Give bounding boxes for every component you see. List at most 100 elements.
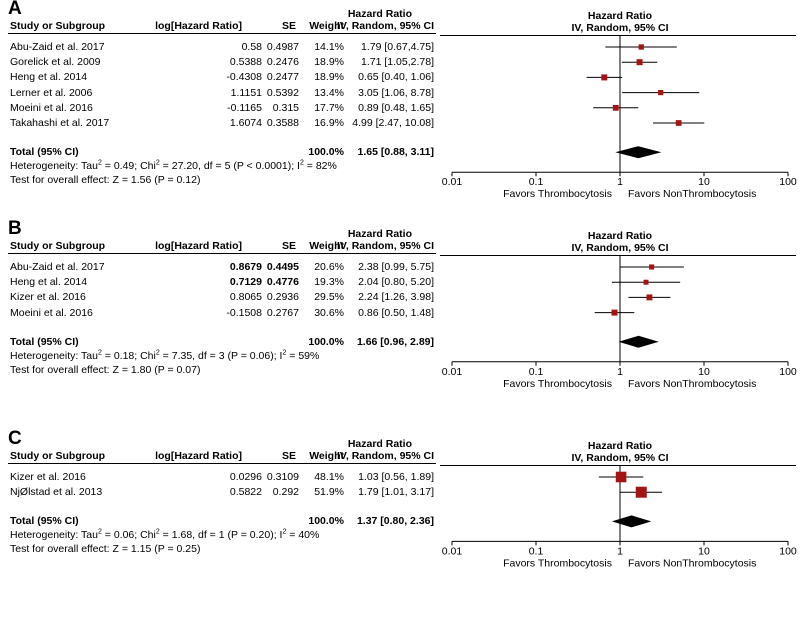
plot-header-line1: Hazard Ratio [587,10,653,22]
study-header: Study or Subgroup [10,240,106,252]
axis-tick-label: 10 [698,545,710,557]
effect-square [658,89,664,96]
study-ci: 1.03 [0.56, 1.89] [358,471,434,483]
axis-tick-label: 0.1 [529,176,544,188]
total-weight: 100.0% [308,515,344,528]
heterogeneity-part: = 82% [303,160,337,173]
total-label: Total (95% CI) [10,515,79,528]
study-loghr: 0.5388 [229,56,262,69]
study-ci: 2.04 [0.80, 5.20] [358,276,434,289]
effect-square [635,486,647,498]
study-name: Kizer et al. 2016 [10,291,86,304]
forest-svg: 0.01 0.1 1 10 100 Favors Thrombocytosis Favors… [442,256,797,390]
study-weight: 29.5% [314,291,344,304]
study-weight: 18.9% [314,71,344,84]
forest-svg: 0.01 0.1 1 10 100 Favors Thrombocytosis Favors… [442,36,797,200]
study-se: 0.4987 [266,41,299,53]
panel-letter: C [8,428,22,449]
overall-effect-text: Test for overall effect: Z = 1.80 (P = 0… [10,363,201,376]
axis-tick-label: 1 [617,176,623,188]
heterogeneity-text: Heterogeneity: Tau2 = 0.18; Chi2 = 7.35,… [10,349,320,362]
hr-header-line2: IV, Random, 95% CI [336,20,434,32]
superscript: 2 [155,349,160,357]
plot-header-line2: IV, Random, 95% CI [571,242,669,254]
superscript: 2 [282,528,287,536]
heterogeneity-part: = 0.06; Chi [101,529,156,542]
study-name: Abu-Zaid et al. 2017 [10,41,105,53]
axis-tick-label: 0.1 [529,366,544,378]
effect-square [636,59,643,66]
favors-left-label: Favors Thrombocytosis [503,188,612,200]
heterogeneity-part: = 0.49; Chi [101,160,156,173]
study-se: 0.2477 [266,71,299,84]
superscript: 2 [97,349,102,357]
study-ci: 0.65 [0.40, 1.06] [358,71,434,84]
study-weight: 18.9% [314,56,344,69]
study-name: Heng et al. 2014 [10,276,88,289]
heterogeneity-text: Heterogeneity: Tau2 = 0.06; Chi2 = 1.68,… [10,528,320,542]
loghr-header: log[Hazard Ratio] [155,450,242,462]
study-loghr: 1.1151 [230,86,262,99]
axis-tick-label: 10 [698,366,710,378]
study-se: 0.2476 [266,56,299,69]
weight-header: Weight [309,450,344,462]
study-name: Lerner et al. 2006 [10,86,93,99]
study-loghr: -0.1165 [227,101,262,114]
header-rule-left [8,33,436,34]
effect-square [601,74,608,81]
study-name: Abu-Zaid et al. 2017 [10,261,105,273]
study-name: Moeini et al. 2016 [10,306,93,319]
superscript: 2 [299,159,304,167]
heterogeneity-part: = 27.20, df = 5 (P < 0.0001); I [159,160,300,173]
study-ci: 2.24 [1.26, 3.98] [358,291,434,304]
plot-header-line1: Hazard Ratio [587,230,653,242]
pooled-diamond [618,335,659,348]
heterogeneity-part: Heterogeneity: Tau [10,529,98,542]
study-weight: 48.1% [314,471,344,483]
study-weight: 17.7% [314,101,344,114]
study-weight: 20.6% [314,261,344,273]
effect-square [646,294,653,301]
heterogeneity-part: = 40% [286,529,320,542]
effect-square [611,309,618,316]
study-loghr: 0.0296 [229,471,262,483]
hr-header-line1: Hazard Ratio [347,228,412,240]
effect-square [638,44,644,50]
superscript: 2 [155,528,160,536]
effect-square [612,104,619,111]
study-loghr: 0.8065 [229,291,262,304]
study-weight: 13.4% [314,86,344,99]
total-weight: 100.0% [308,146,344,159]
superscript: 2 [97,528,102,536]
plot-header-line2: IV, Random, 95% CI [571,452,669,464]
study-weight: 19.3% [314,276,344,289]
weight-header: Weight [309,20,344,32]
heterogeneity-part: = 0.18; Chi [101,349,156,362]
study-name: Moeini et al. 2016 [10,101,93,114]
panel-c: C Hazard Ratio IV, Random, 95% CI Study or … [0,428,804,630]
study-name: Takahashi et al. 2017 [10,117,110,129]
study-weight: 51.9% [314,486,344,499]
study-se: 0.292 [272,486,299,499]
study-weight: 30.6% [314,306,344,319]
study-name: Gorelick et al. 2009 [10,56,101,69]
total-label: Total (95% CI) [10,335,79,348]
heterogeneity-part: = 59% [286,349,320,362]
study-se: 0.4495 [266,261,299,273]
study-se: 0.3588 [266,117,299,129]
loghr-header: log[Hazard Ratio] [155,240,242,252]
study-se: 0.315 [272,101,299,114]
hr-header-line2: IV, Random, 95% CI [336,240,434,252]
se-header: SE [281,20,296,32]
axis-tick-label: 0.01 [442,176,463,188]
overall-effect-text: Test for overall effect: Z = 1.15 (P = 0… [10,543,201,556]
overall-effect-text: Test for overall effect: Z = 1.56 (P = 0… [10,174,201,187]
heterogeneity-part: = 7.35, df = 3 (P = 0.06); I [159,349,283,362]
study-loghr: -0.4308 [226,71,262,84]
total-ci: 1.66 [0.96, 2.89] [356,335,434,348]
total-ci: 1.37 [0.80, 2.36] [356,515,434,528]
total-weight: 100.0% [308,335,344,348]
loghr-header: log[Hazard Ratio] [155,20,242,32]
study-loghr: 0.7129 [229,276,262,289]
study-se: 0.4776 [266,276,299,289]
